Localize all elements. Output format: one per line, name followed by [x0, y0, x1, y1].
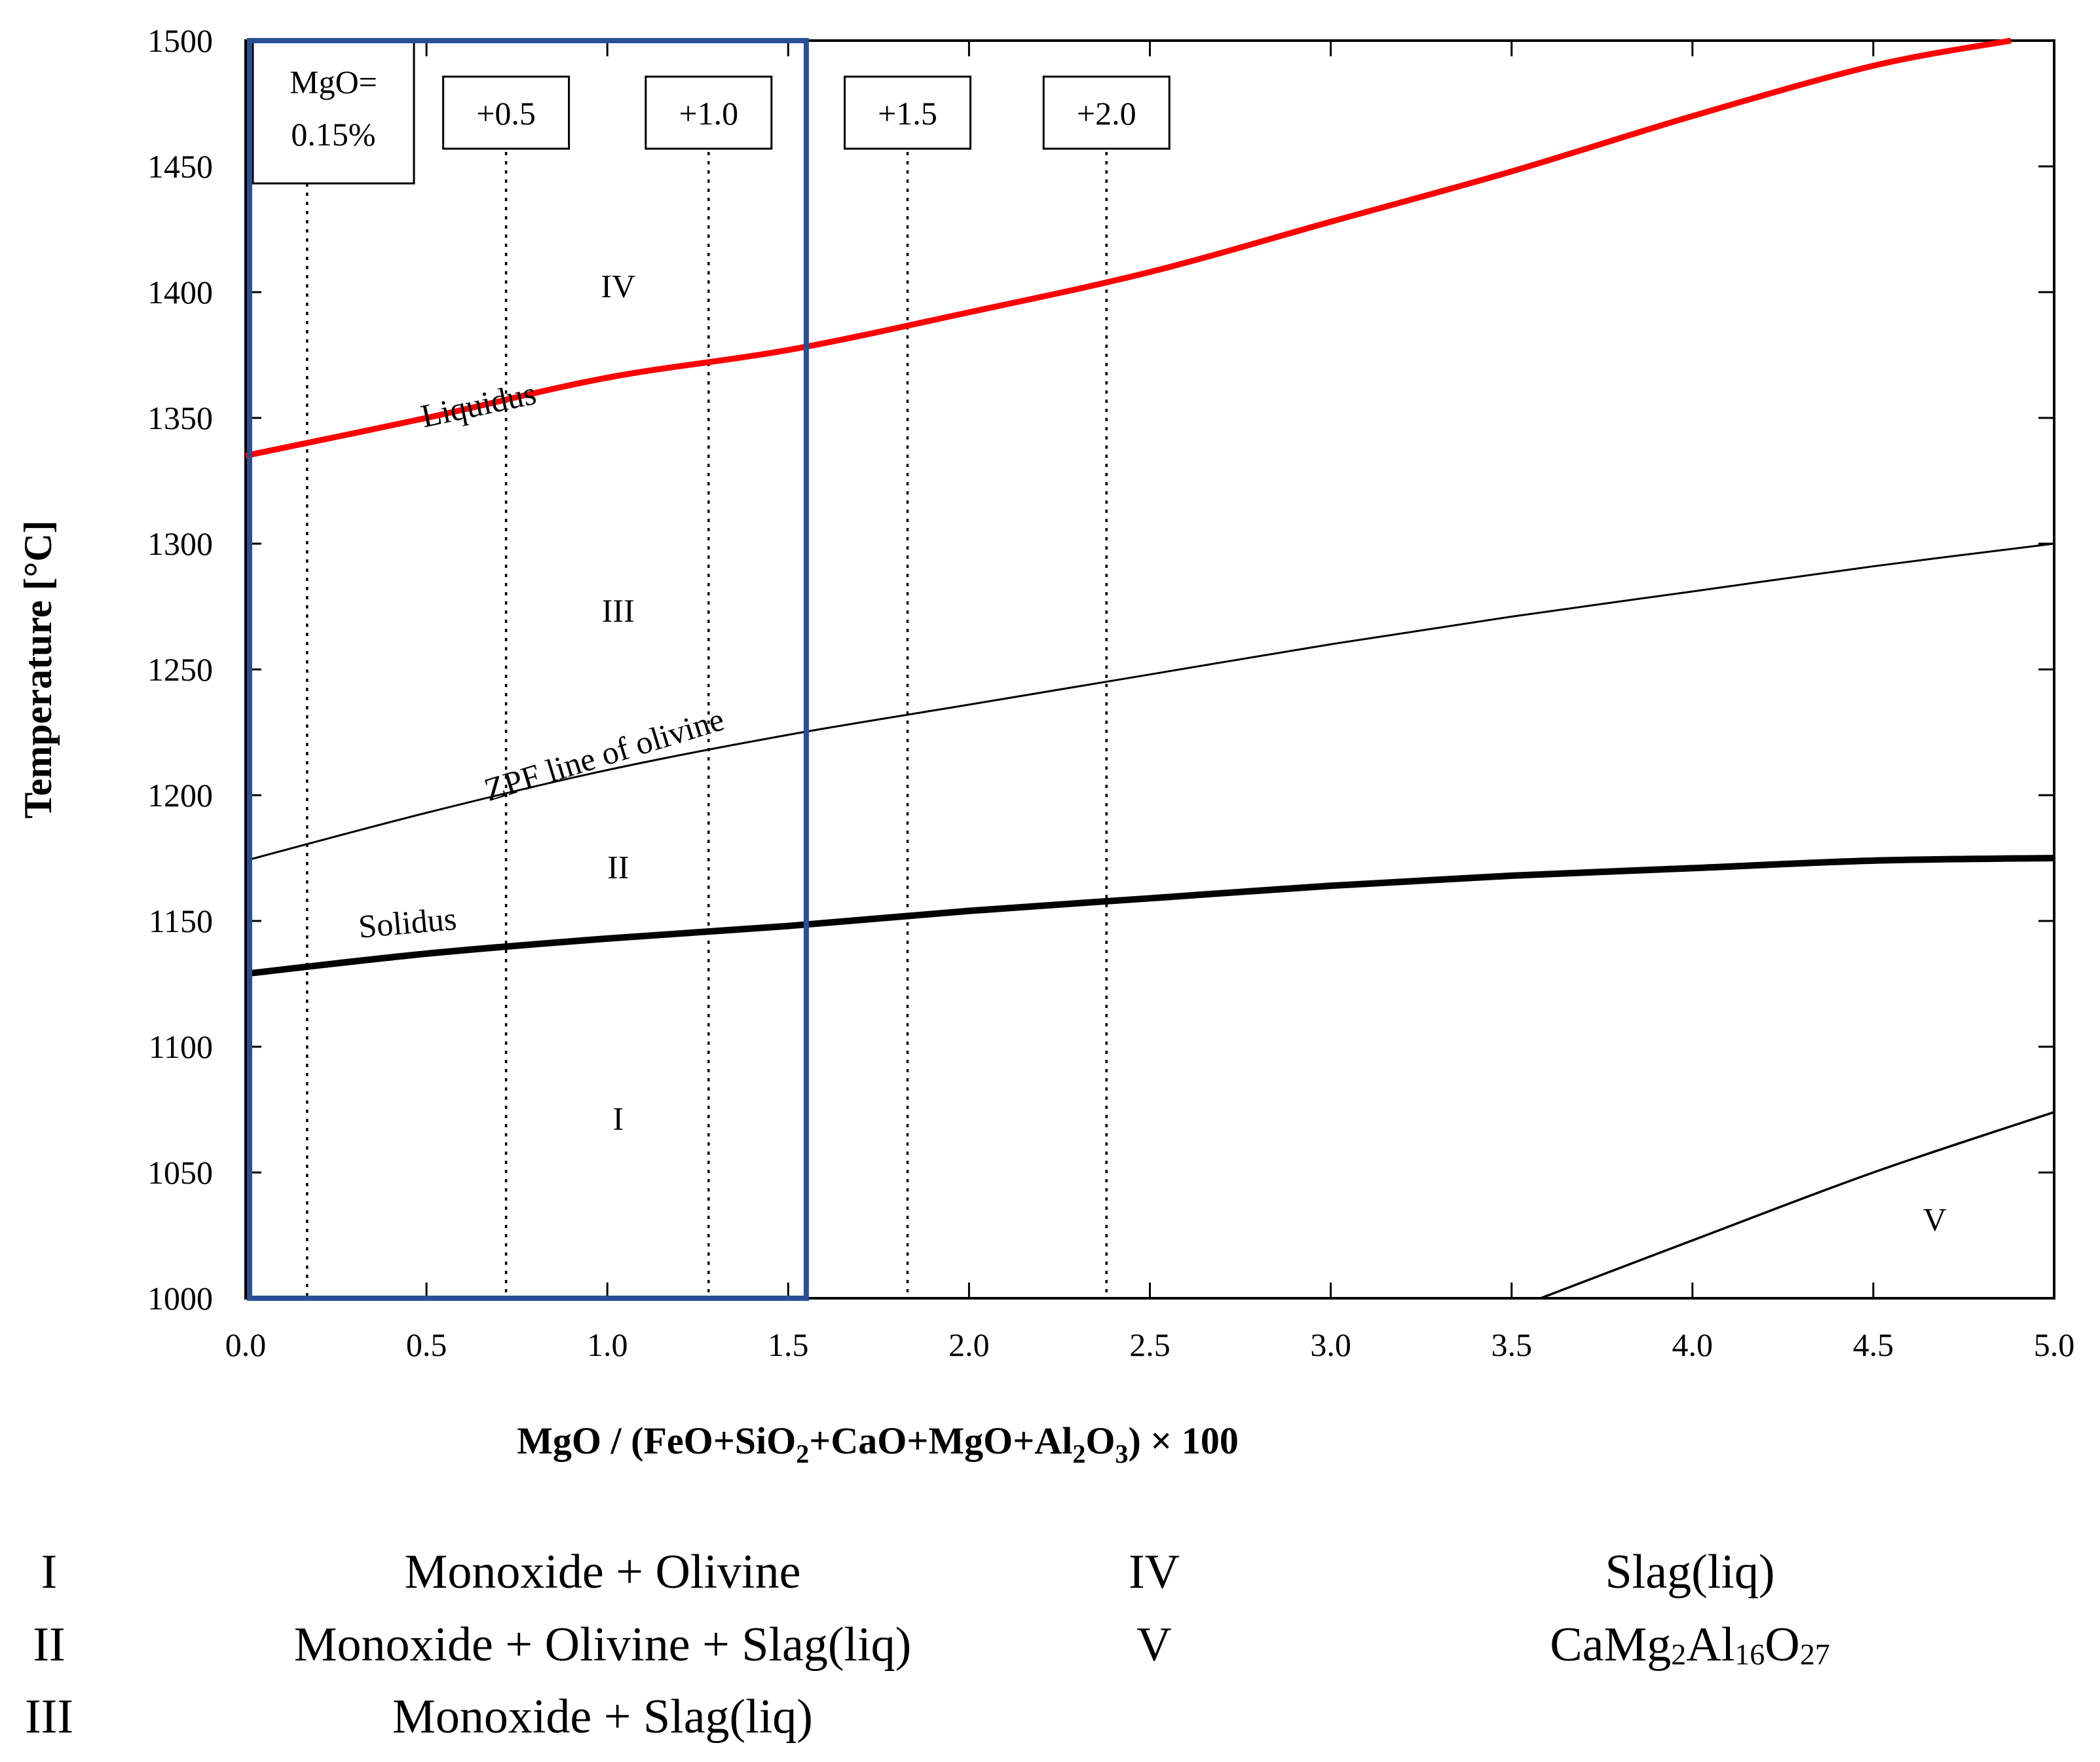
- composition-box-label: +2.0: [1077, 95, 1136, 132]
- x-tick-label: 1.0: [587, 1326, 628, 1363]
- series-line-solidus: [245, 855, 2055, 977]
- composition-box: [645, 75, 773, 150]
- y-tick-label: 1450: [147, 148, 213, 185]
- composition-box-label: +1.5: [878, 95, 937, 132]
- y-tick-label: 1100: [149, 1028, 213, 1065]
- annotation-iv: IV: [601, 268, 635, 305]
- plot-area: [244, 39, 2055, 1300]
- y-tick-label: 1150: [149, 903, 213, 939]
- legend-code-1: I: [41, 1545, 58, 1599]
- legend-code-3: III: [25, 1690, 73, 1744]
- composition-box-label: MgO=: [290, 64, 377, 100]
- annotation-solidus: Solidus: [357, 900, 458, 945]
- y-tick-label: 1050: [147, 1154, 213, 1191]
- annotation-zpf-line-of-olivine: ZPF line of olivine: [480, 700, 728, 808]
- legend-desc-4: Slag(liq): [1605, 1545, 1775, 1599]
- y-tick-label: 1250: [147, 651, 213, 688]
- x-tick-label: 1.5: [768, 1326, 809, 1363]
- annotation-iii: III: [602, 592, 635, 629]
- x-axis-title: MgO / (FeO+SiO2+CaO+MgO+Al2O3) × 100: [517, 1419, 1239, 1469]
- y-tick-label: 1500: [147, 22, 213, 59]
- x-tick-label: 3.5: [1491, 1326, 1532, 1363]
- series-line-liquidus: [245, 37, 2012, 459]
- annotation-i: I: [612, 1100, 624, 1137]
- composition-box: [252, 39, 415, 185]
- x-tick-label: 2.5: [1129, 1326, 1171, 1363]
- series-line-zpf-line-of-olivine: [245, 542, 2055, 862]
- legend-code-5: V: [1136, 1618, 1171, 1672]
- composition-box: [1042, 75, 1171, 150]
- legend-desc-5: CaMg2Al16O27: [1550, 1618, 1829, 1672]
- legend-desc-2: Monoxide + Olivine + Slag(liq): [294, 1618, 912, 1672]
- highlight-box: [247, 38, 809, 1301]
- x-tick-label: 4.5: [1853, 1326, 1894, 1363]
- phase-legend: I Monoxide + Olivine II Monoxide + Olivi…: [25, 1545, 1830, 1744]
- y-axis-title: Temperature [°C]: [16, 520, 60, 819]
- composition-box-label: +1.0: [679, 95, 738, 132]
- annotation-ii: II: [607, 849, 629, 886]
- x-tick-label: 0.5: [406, 1326, 447, 1363]
- x-axis-title-text: MgO / (FeO+SiO2+CaO+MgO+Al2O3) × 100: [517, 1419, 1239, 1469]
- composition-box: [844, 75, 972, 150]
- annotation-liquidus: Liquidus: [418, 375, 540, 435]
- x-tick-label: 0.0: [225, 1326, 267, 1363]
- y-tick-label: 1350: [147, 400, 213, 436]
- series-line-v-boundary: [1540, 1111, 2055, 1300]
- x-tick-label: 5.0: [2034, 1326, 2075, 1363]
- composition-box-label: 0.15%: [291, 116, 375, 153]
- x-tick-label: 4.0: [1672, 1326, 1714, 1363]
- legend-desc-3: Monoxide + Slag(liq): [392, 1690, 813, 1744]
- y-tick-label: 1400: [147, 274, 213, 310]
- composition-box: [442, 75, 571, 150]
- y-tick-label: 1200: [147, 777, 213, 814]
- x-tick-label: 2.0: [948, 1326, 990, 1363]
- composition-box-label: +0.5: [476, 95, 536, 132]
- y-tick-label: 1300: [147, 525, 213, 562]
- annotation-v: V: [1923, 1201, 1947, 1237]
- y-tick-label: 1000: [147, 1280, 213, 1317]
- legend-desc-1: Monoxide + Olivine: [405, 1545, 801, 1599]
- legend-code-2: II: [33, 1618, 65, 1672]
- y-axis-title-text: Temperature [°C]: [16, 520, 60, 819]
- x-tick-label: 3.0: [1310, 1326, 1351, 1363]
- legend-code-4: IV: [1129, 1545, 1180, 1599]
